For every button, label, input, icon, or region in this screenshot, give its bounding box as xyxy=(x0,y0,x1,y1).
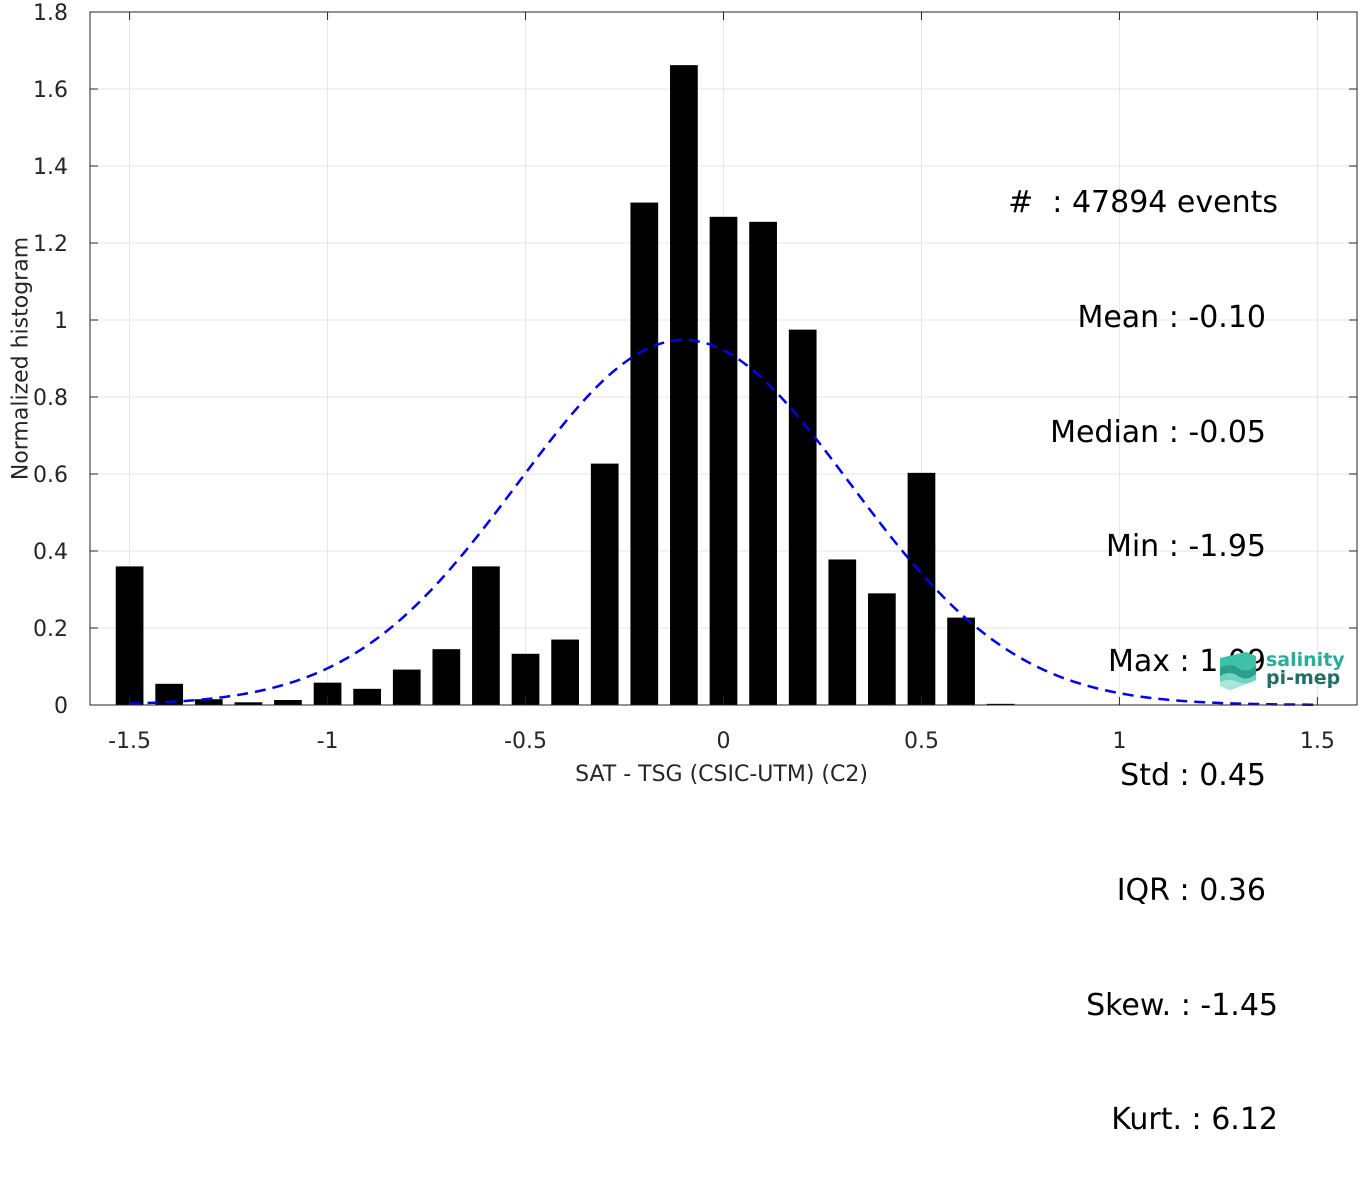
histogram-bar xyxy=(392,669,421,705)
histogram-bar xyxy=(194,699,223,705)
histogram-bar xyxy=(115,566,144,705)
y-tick-label: 0.2 xyxy=(33,617,68,642)
logo-text-salinity: salinity xyxy=(1266,649,1345,671)
x-tick-label: 0.5 xyxy=(904,729,939,754)
stat-mean: Mean : -0.10 xyxy=(1077,300,1266,336)
histogram-bar xyxy=(511,653,540,705)
histogram-bar xyxy=(788,329,817,705)
stat-kurt: Kurt. : 6.12 xyxy=(1111,1102,1278,1138)
y-tick-label: 1.6 xyxy=(33,78,68,103)
logo-text-pi-mep: pi-mep xyxy=(1266,667,1341,689)
y-tick-label: 0 xyxy=(54,694,68,719)
y-tick-label: 1.8 xyxy=(33,1,68,26)
y-tick-label: 0.6 xyxy=(33,463,68,488)
histogram-bar xyxy=(907,472,936,705)
y-tick-label: 1.2 xyxy=(33,232,68,257)
y-tick-label: 0.4 xyxy=(33,540,68,565)
y-tick-label: 1.4 xyxy=(33,155,68,180)
x-tick-label: 0 xyxy=(717,729,731,754)
histogram-bar xyxy=(432,649,461,705)
histogram-bar xyxy=(749,221,777,705)
x-axis-label: SAT - TSG (CSIC-UTM) (C2) xyxy=(575,762,868,785)
histogram-bar xyxy=(947,617,975,705)
stat-skew: Skew. : -1.45 xyxy=(1086,987,1278,1023)
histogram-bar xyxy=(986,703,1015,705)
stat-count: # : 47894 events xyxy=(1008,185,1278,221)
y-axis-label: Normalized histogram xyxy=(9,237,34,480)
histogram-bar xyxy=(155,683,184,705)
statistics-box: # : 47894 events Mean : -0.10 Median : -… xyxy=(1008,108,1278,1178)
x-tick-label: -0.5 xyxy=(504,729,547,754)
histogram-bars xyxy=(115,65,1015,705)
x-tick-label: -1 xyxy=(317,729,339,754)
x-tick-label: 1 xyxy=(1112,729,1126,754)
stat-std: Std : 0.45 xyxy=(1120,758,1266,794)
histogram-bar xyxy=(313,682,342,705)
y-tick-label: 0.8 xyxy=(33,386,68,411)
histogram-bar xyxy=(670,65,698,705)
x-axis-ticks: -1.5 -1 -0.5 0 0.5 1 1.5 xyxy=(108,12,1335,754)
histogram-bar xyxy=(590,463,619,705)
gaussian-fit-curve xyxy=(129,338,1318,706)
histogram-bar xyxy=(551,639,579,705)
histogram-bar xyxy=(709,216,738,705)
logo-wave-icon xyxy=(1220,652,1256,690)
histogram-bar xyxy=(353,688,382,705)
stat-median: Median : -0.05 xyxy=(1050,414,1266,450)
histogram-bar xyxy=(828,559,857,705)
histogram-bar xyxy=(472,566,500,705)
y-tick-label: 1 xyxy=(54,309,68,334)
x-tick-label: -1.5 xyxy=(108,729,151,754)
histogram-chart: -1.5 -1 -0.5 0 0.5 1 1.5 0 0.2 0.4 0.6 0.8 1 1.2 1.4 1… xyxy=(9,1,1358,785)
histogram-bar xyxy=(274,699,302,705)
salinity-pi-mep-logo: salinity pi-mep xyxy=(1216,648,1346,694)
stat-iqr: IQR : 0.36 xyxy=(1116,873,1266,909)
histogram-bar xyxy=(630,202,659,705)
histogram-bar xyxy=(234,702,263,705)
stat-min: Min : -1.95 xyxy=(1105,529,1266,565)
histogram-bar xyxy=(868,593,896,705)
x-tick-label: 1.5 xyxy=(1300,729,1335,754)
y-axis-ticks: 0 0.2 0.4 0.6 0.8 1 1.2 1.4 1.6 1.8 xyxy=(33,1,1357,719)
